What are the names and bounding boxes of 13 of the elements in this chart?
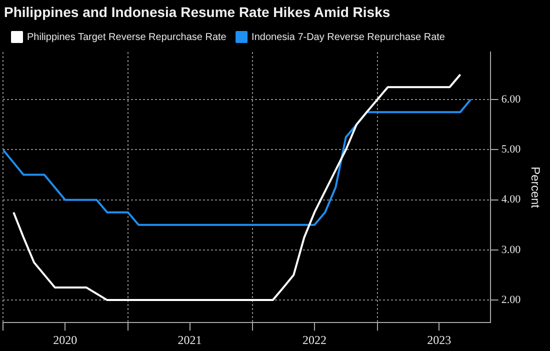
legend-label: Indonesia 7-Day Reverse Repurchase Rate: [252, 32, 446, 43]
y-tick-label: 3.00: [501, 244, 522, 256]
x-tick-label: 2022: [302, 332, 326, 347]
x-tick-label: 2021: [178, 332, 202, 347]
x-tick-label: 2020: [53, 332, 78, 347]
y-tick-label: 4.00: [501, 194, 522, 206]
chart-title: Philippines and Indonesia Resume Rate Hikes Amid Risks: [3, 3, 392, 22]
x-tick-label: 2023: [427, 332, 452, 347]
y-tick-label: 5.00: [501, 144, 522, 156]
y-tick-label: 6.00: [501, 93, 522, 106]
y-tick-label: 2.00: [501, 294, 522, 306]
legend-label: Philippines Target Reverse Repurchase Rate: [27, 32, 227, 43]
y-axis-title: Percent: [528, 166, 542, 209]
